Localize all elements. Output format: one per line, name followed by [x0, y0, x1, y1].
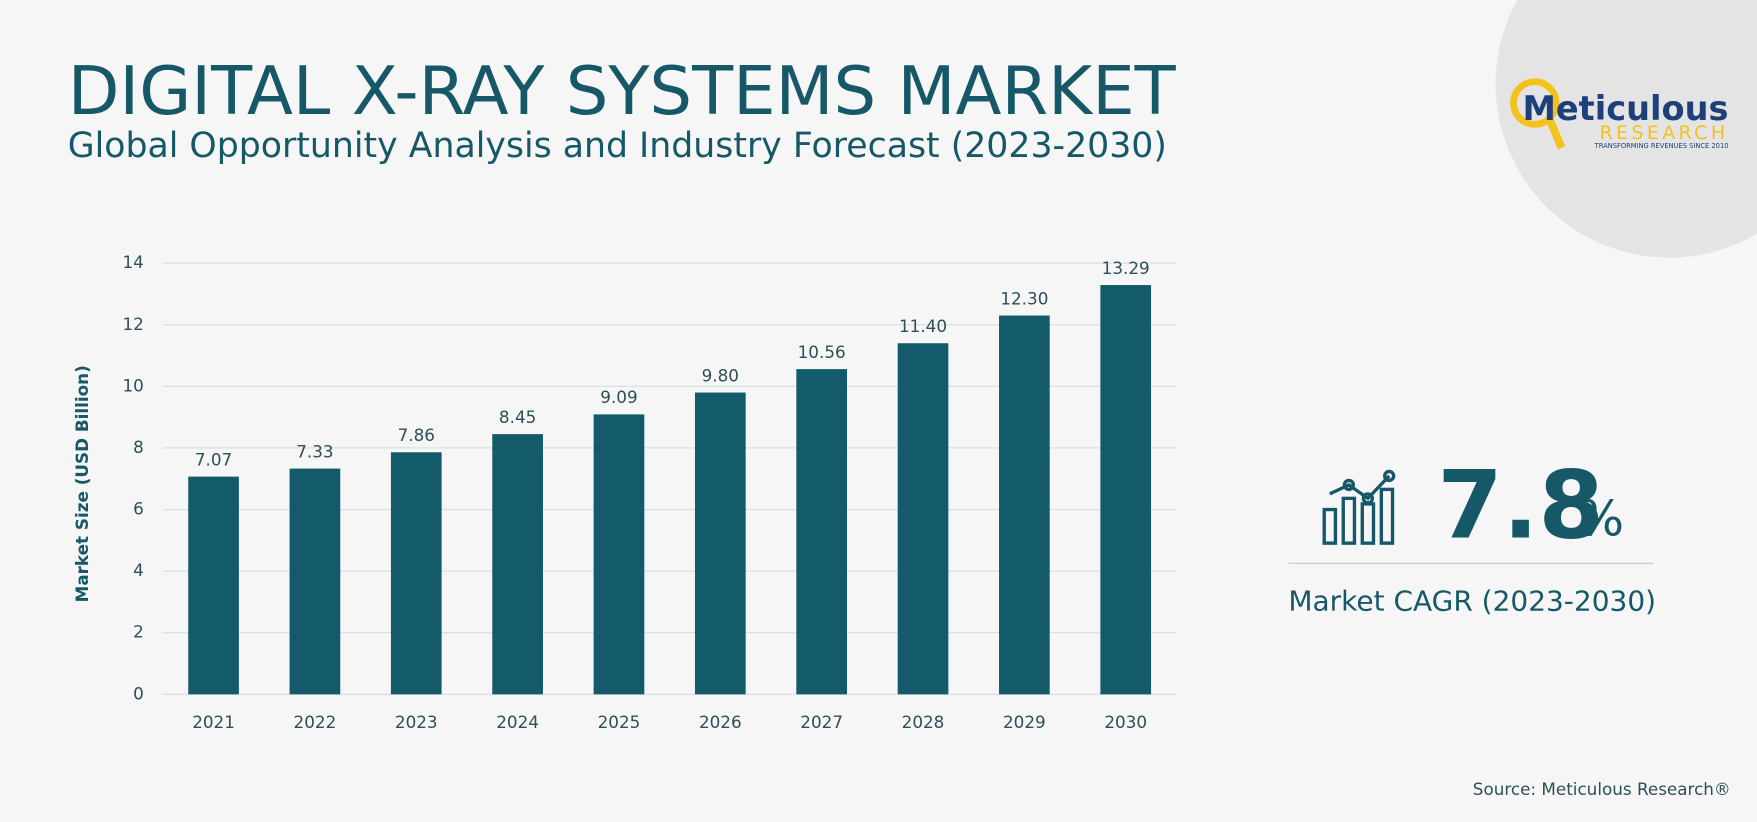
- value-label: 8.45: [499, 407, 536, 427]
- bar: [492, 434, 543, 695]
- logo-sub: RESEARCH: [1599, 122, 1728, 144]
- bar: [188, 476, 239, 695]
- value-label: 13.29: [1102, 258, 1150, 278]
- x-tick-label: 2024: [496, 712, 539, 732]
- value-label: 7.33: [296, 441, 333, 461]
- y-tick-label: 0: [133, 683, 144, 703]
- value-label: 9.80: [702, 365, 739, 385]
- cagr-label: Market CAGR (2023-2030): [1288, 584, 1656, 617]
- x-tick-label: 2021: [192, 712, 235, 732]
- x-tick-label: 2030: [1104, 712, 1147, 732]
- bar: [390, 452, 442, 695]
- y-axis-label: Market Size (USD Billion): [72, 365, 92, 602]
- bar: [289, 468, 341, 695]
- y-tick-label: 12: [122, 314, 143, 334]
- x-tick-label: 2026: [699, 712, 742, 732]
- bar: [694, 392, 746, 695]
- value-label: 9.09: [600, 387, 637, 407]
- chart-subtitle: Global Opportunity Analysis and Industry…: [68, 126, 1167, 166]
- logo-icon: [1510, 78, 1560, 128]
- x-tick-label: 2022: [294, 712, 337, 732]
- bar: [1100, 285, 1152, 695]
- bar: [897, 343, 949, 695]
- bar: [796, 369, 848, 695]
- bar: [593, 414, 645, 695]
- bar: [999, 315, 1050, 695]
- logo-tagline: TRANSFORMING REVENUES SINCE 2010: [1594, 142, 1729, 150]
- cagr-unit: %: [1577, 489, 1624, 547]
- x-tick-label: 2029: [1003, 712, 1046, 732]
- y-tick-label: 6: [133, 499, 144, 519]
- x-tick-label: 2025: [598, 712, 641, 732]
- source: Source: Meticulous Research®: [1473, 779, 1731, 799]
- y-tick-label: 2: [133, 622, 144, 642]
- y-tick-label: 8: [133, 437, 144, 457]
- x-tick-label: 2023: [395, 712, 438, 732]
- chart-title: DIGITAL X-RAY SYSTEMS MARKET: [68, 52, 1177, 130]
- y-tick-label: 4: [133, 560, 144, 580]
- value-label: 11.40: [899, 316, 947, 336]
- value-label: 12.30: [1000, 288, 1048, 308]
- logo-name: Meticulous: [1522, 89, 1728, 128]
- x-tick-label: 2027: [800, 712, 843, 732]
- x-tick-label: 2028: [902, 712, 945, 732]
- y-tick-label: 14: [122, 252, 143, 272]
- y-tick-label: 10: [122, 375, 143, 395]
- logo-circle: [1495, 0, 1757, 258]
- value-label: 7.86: [398, 425, 435, 445]
- value-label: 7.07: [195, 449, 232, 469]
- cagr-value: 7.8: [1437, 452, 1604, 561]
- value-label: 10.56: [798, 342, 846, 362]
- cagr-icon: [1322, 469, 1396, 545]
- logo-icon: [1545, 117, 1566, 150]
